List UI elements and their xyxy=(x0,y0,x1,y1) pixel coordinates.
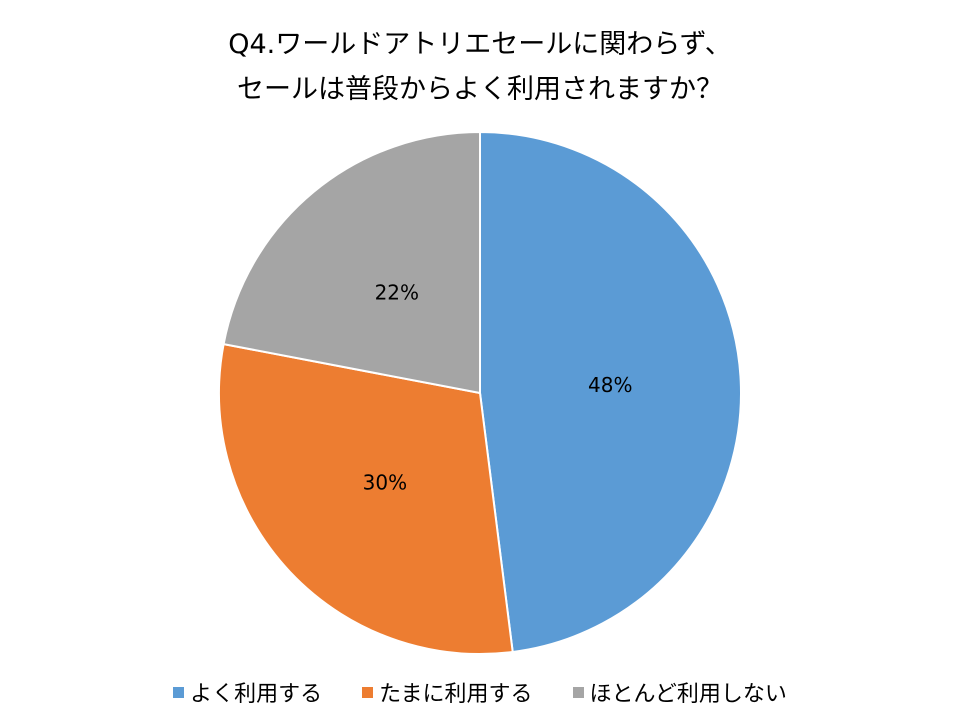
slice-often xyxy=(479,130,742,654)
legend: よく利用する たまに利用する ほとんど利用しない xyxy=(0,676,960,708)
legend-swatch xyxy=(362,686,374,698)
slice-sometimes xyxy=(218,342,514,655)
legend-item-often: よく利用する xyxy=(173,676,322,708)
legend-label: よく利用する xyxy=(190,682,323,707)
legend-label: たまに利用する xyxy=(379,682,533,707)
data-label: 30% xyxy=(363,470,407,494)
chart-title-line-2: セールは普段からよく利用されますか？ xyxy=(237,74,723,105)
legend-item-rarely: ほとんど利用しない xyxy=(572,676,787,708)
legend-item-sometimes: たまに利用する xyxy=(362,676,533,708)
legend-label: ほとんど利用しない xyxy=(589,682,787,707)
chart-title-line-1: Q4.ワールドアトリエセールに関わらず、 xyxy=(228,29,732,60)
legend-swatch xyxy=(173,686,185,698)
legend-swatch xyxy=(572,686,584,698)
data-label: 22% xyxy=(375,280,419,304)
slice-rarely xyxy=(222,130,481,395)
data-label: 48% xyxy=(588,373,632,397)
